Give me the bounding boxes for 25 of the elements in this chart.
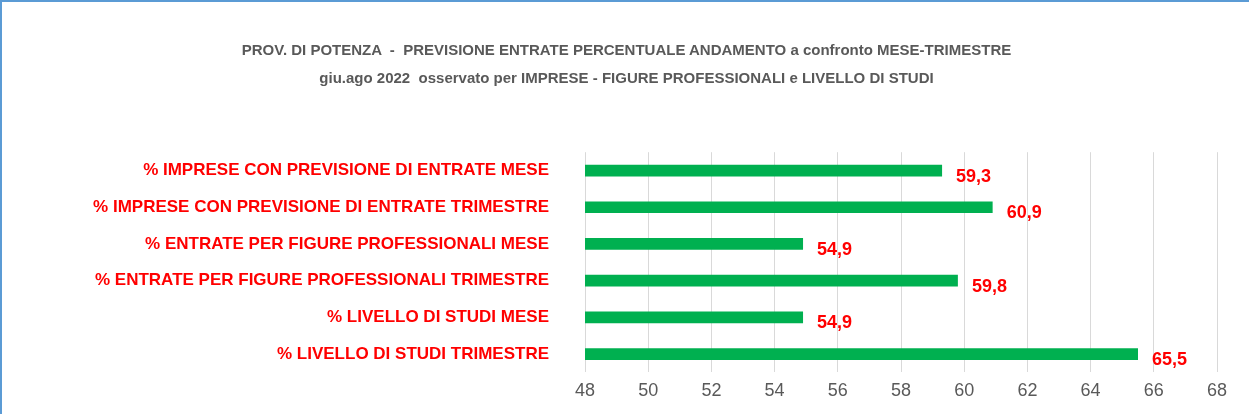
- data-label: 60,9: [1006, 202, 1042, 223]
- x-tick-label: 56: [827, 380, 848, 401]
- y-tick-label: % LIVELLO DI STUDI TRIMESTRE: [276, 343, 549, 363]
- x-tick-label: 50: [638, 380, 659, 401]
- chart-title: PROV. DI POTENZA - PREVISIONE ENTRATE PERCENTUALE ANDAMENTO a confronto MESE-TRIMESTRE: [240, 40, 1013, 60]
- x-tick-label: 68: [1206, 380, 1228, 401]
- data-label: 59,3: [956, 165, 992, 186]
- data-label: 65,5: [1152, 349, 1188, 370]
- x-tick-label: 62: [1017, 380, 1038, 401]
- x-tick-label: 60: [954, 380, 975, 401]
- x-tick-label: 48: [574, 380, 596, 401]
- y-tick-label: % IMPRESE CON PREVISIONE DI ENTRATE MESE: [143, 160, 549, 180]
- y-tick-label: % IMPRESE CON PREVISIONE DI ENTRATE TRIMESTRE: [93, 196, 549, 216]
- x-tick-label: 64: [1080, 380, 1101, 401]
- y-tick-label: % LIVELLO DI STUDI MESE: [327, 307, 549, 327]
- data-label: 54,9: [817, 238, 853, 259]
- y-tick-label: % ENTRATE PER FIGURE PROFESSIONALI MESE: [145, 233, 549, 253]
- x-tick-label: 58: [890, 380, 912, 401]
- y-tick-label: % ENTRATE PER FIGURE PROFESSIONALI TRIMESTRE: [95, 270, 549, 290]
- data-label: 54,9: [817, 312, 853, 333]
- x-tick-label: 54: [764, 380, 785, 401]
- x-tick-label: 66: [1143, 380, 1164, 401]
- data-label: 59,8: [971, 275, 1007, 296]
- x-tick-label: 52: [701, 380, 722, 401]
- chart-subtitle: giu.ago 2022 osservato per IMPRESE - FIGURE PROFESSIONALI e LIVELLO DI STUDI: [318, 68, 935, 88]
